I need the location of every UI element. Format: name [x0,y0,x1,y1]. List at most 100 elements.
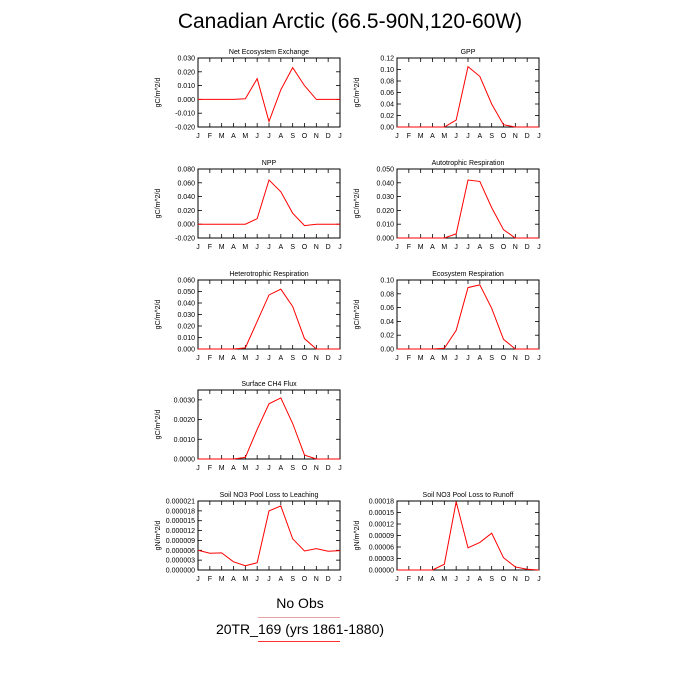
y-tick-label: 0.06 [380,90,394,97]
series-line [397,179,539,239]
x-tick-label: J [255,576,259,583]
chart-panel-4: Autotrophic Respiration gC/m^2/d 0.050 0.04… [354,160,541,251]
y-tick-label: -0.010 [175,111,195,118]
y-tick-label: 0.050 [177,289,195,296]
x-tick-label: A [278,244,283,251]
y-tick-label: 0.00015 [369,510,394,517]
x-tick-label: M [441,355,447,362]
x-tick-label: M [219,576,225,583]
x-tick-label: S [290,133,295,140]
legend-no-obs-label: No Obs [276,595,324,611]
y-tick-label: 0.12 [380,56,394,63]
x-tick-label: O [302,576,308,583]
chart-title: Soil NO3 Pool Loss to Runoff [423,492,514,499]
x-tick-label: D [326,355,331,362]
y-tick-label: 0.00018 [369,499,394,506]
y-tick-label: 0.000015 [166,518,195,525]
x-tick-label: S [489,355,494,362]
x-tick-label: N [513,133,518,140]
x-tick-label: M [441,133,447,140]
x-tick-label: J [454,133,458,140]
chart-panel-9: Soil NO3 Pool Loss to Runoff gN/m^2/d 0.00… [354,492,541,583]
y-tick-label: 0.040 [177,194,195,201]
y-tick-label: 0.030 [177,312,195,319]
x-tick-label: D [326,244,331,251]
x-tick-label: A [430,244,435,251]
x-tick-label: O [501,355,507,362]
x-tick-label: S [290,355,295,362]
y-tick-label: 0.000021 [166,499,195,506]
x-tick-label: J [466,576,470,583]
x-tick-label: S [489,133,494,140]
y-tick-label: 0.08 [380,291,394,298]
x-tick-label: J [255,355,259,362]
y-tick-label: 0.050 [376,167,394,174]
x-tick-label: F [407,355,411,362]
x-tick-label: J [255,133,259,140]
x-tick-label: M [242,355,248,362]
x-tick-label: M [219,133,225,140]
x-tick-label: N [513,355,518,362]
y-tick-label: 0.00 [380,347,394,354]
x-tick-label: J [338,355,342,362]
x-tick-label: J [196,244,200,251]
x-tick-label: A [477,355,482,362]
x-tick-label: M [418,576,424,583]
x-tick-label: J [395,244,399,251]
y-tick-label: 0.0000 [174,457,196,464]
x-tick-label: A [477,244,482,251]
series-line [198,397,340,460]
x-tick-label: F [208,465,212,472]
x-tick-label: A [477,576,482,583]
chart-panel-8: Soil NO3 Pool Loss to Leaching gN/m^2/d 0.… [155,492,342,583]
x-tick-label: N [314,244,319,251]
legend-run-label: 20TR_169 (yrs 1861-1880) [215,621,385,637]
x-tick-label: M [219,465,225,472]
x-tick-label: F [208,576,212,583]
x-tick-label: J [454,244,458,251]
plot-frame [396,168,540,239]
y-tick-label: 0.020 [177,324,195,331]
y-axis-label: gC/m^2/d [155,410,162,440]
y-tick-label: 0.0020 [174,417,196,424]
chart-title: Surface CH4 Flux [241,381,297,388]
x-tick-label: J [338,244,342,251]
x-tick-label: F [407,576,411,583]
y-tick-label: 0.000012 [166,528,195,535]
x-tick-label: S [489,244,494,251]
chart-panel-6: Ecosystem Respiration gC/m^2/d 0.10 0.08 0.0… [354,271,541,362]
series-line [197,505,341,567]
x-tick-label: J [267,244,271,251]
x-tick-label: O [302,465,308,472]
chart-title: NPP [262,160,277,167]
y-tick-label: 0.000 [177,222,195,229]
chart-panel-3: NPP gC/m^2/d 0.080 0.060 0.040 0.020 0.000 -0.0… [155,160,342,251]
legend-run-line [258,641,340,642]
x-tick-label: M [441,244,447,251]
x-tick-label: J [267,465,271,472]
y-tick-label: 0.08 [380,79,394,86]
x-tick-label: D [525,576,530,583]
x-tick-label: N [513,576,518,583]
x-tick-label: M [242,244,248,251]
y-axis-label: gC/m^2/d [354,78,361,108]
y-tick-label: 0.000 [376,236,394,243]
x-tick-label: A [278,576,283,583]
y-tick-label: 0.010 [376,222,394,229]
x-tick-label: J [395,355,399,362]
x-tick-label: J [338,465,342,472]
chart-panel-2: GPPgC/m^2/d0.120.100.080.060.040.020.00J… [354,49,541,140]
x-tick-label: D [525,244,530,251]
x-tick-label: J [537,133,541,140]
chart-panel-7: Surface CH4 Flux gC/m^2/d 0.0030 0.0020 0.00… [155,381,342,472]
y-tick-label: 0.000 [177,347,195,354]
x-tick-label: M [219,355,225,362]
chart-panel-1: Net Ecosystem Exchange gC/m^2/d 0.030 0.020… [155,49,342,140]
y-tick-label: 0.000000 [166,568,195,575]
y-tick-label: 0.02 [380,113,394,120]
x-tick-label: D [326,465,331,472]
y-tick-label: -0.020 [175,125,195,132]
x-tick-label: J [466,355,470,362]
y-tick-label: 0.000003 [166,558,195,565]
x-tick-label: N [314,355,319,362]
